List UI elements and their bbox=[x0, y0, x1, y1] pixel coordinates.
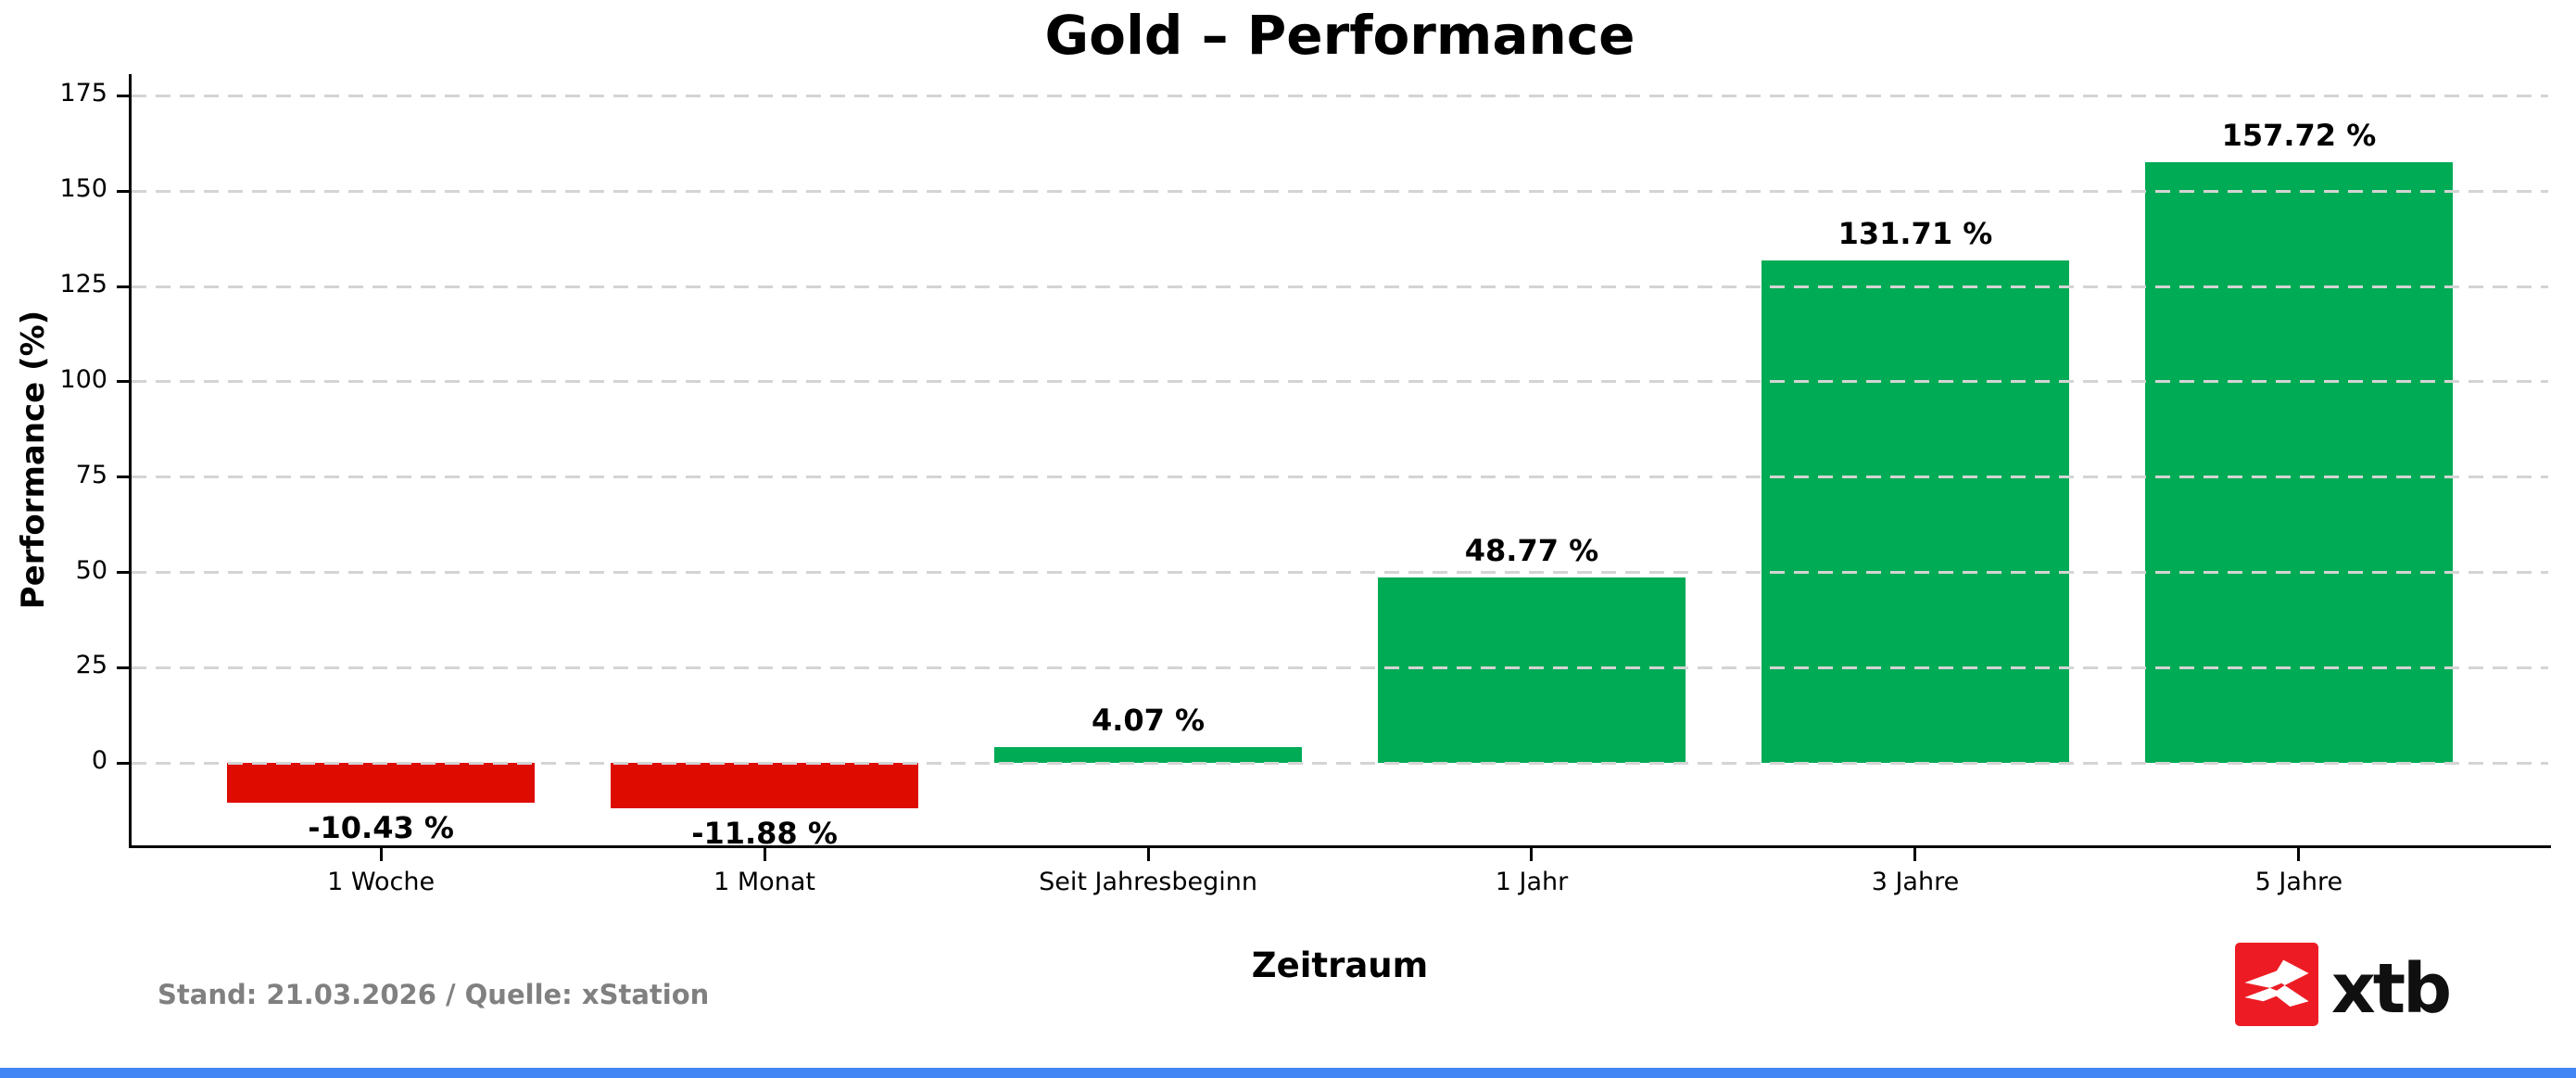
x-tick-label: 5 Jahre bbox=[2254, 868, 2343, 896]
y-tick-label: 125 bbox=[59, 270, 107, 299]
x-tick-mark bbox=[2297, 848, 2301, 861]
x-tick-mark bbox=[1530, 848, 1534, 861]
gridline-y-100 bbox=[132, 380, 2548, 384]
gridline-y-175 bbox=[132, 94, 2548, 97]
gridline-y-25 bbox=[132, 666, 2548, 669]
xtb-logo-text: xtb bbox=[2331, 949, 2452, 1029]
x-axis-title: Zeitraum bbox=[1251, 945, 1429, 985]
y-tick-mark bbox=[117, 761, 129, 765]
y-tick-label: 175 bbox=[59, 79, 107, 108]
bottom-accent-bar bbox=[0, 1068, 2576, 1078]
bar-value-label: 48.77 % bbox=[1464, 532, 1599, 568]
x-tick-mark bbox=[1913, 848, 1917, 861]
x-tick-label: 1 Woche bbox=[327, 868, 436, 896]
x-tick-label: 1 Monat bbox=[713, 868, 815, 896]
gridline-y-150 bbox=[132, 189, 2548, 193]
y-tick-label: 50 bbox=[75, 555, 107, 585]
gridline-y-75 bbox=[132, 476, 2548, 479]
y-tick-mark bbox=[117, 189, 129, 193]
bar-value-label: -11.88 % bbox=[691, 816, 838, 852]
gridline-y-0 bbox=[132, 761, 2548, 765]
xtb-logo: xtb bbox=[2235, 943, 2513, 1029]
y-tick-mark bbox=[117, 285, 129, 288]
x-tick-label: Seit Jahresbeginn bbox=[1039, 868, 1257, 896]
x-axis-spine bbox=[129, 845, 2551, 848]
gridline-y-50 bbox=[132, 571, 2548, 575]
bar-seit-jahresbeginn bbox=[994, 747, 1302, 764]
y-tick-mark bbox=[117, 666, 129, 669]
x-tick-label: 3 Jahre bbox=[1871, 868, 1960, 896]
plot-area: 0 25 50 75 100 125 150 175 -10.43 % 1 Woche -11.88… bbox=[59, 74, 2551, 896]
y-tick-label: 100 bbox=[59, 364, 107, 394]
y-tick-mark bbox=[117, 476, 129, 479]
chart-title: Gold – Performance bbox=[1044, 4, 1635, 67]
y-tick-mark bbox=[117, 94, 129, 97]
bar-1-woche bbox=[227, 763, 535, 804]
y-tick-label: 150 bbox=[59, 174, 107, 204]
gridline-y-125 bbox=[132, 285, 2548, 288]
y-tick-mark bbox=[117, 571, 129, 575]
bar-value-label: 131.71 % bbox=[1837, 216, 1993, 252]
bar-5-jahre bbox=[2145, 161, 2453, 764]
xtb-logo-icon bbox=[2235, 943, 2318, 1026]
y-tick-label: 25 bbox=[75, 651, 107, 680]
bar-1-jahr bbox=[1378, 577, 1686, 764]
bar-1-monat bbox=[611, 763, 918, 808]
bar-value-label: 4.07 % bbox=[1091, 703, 1206, 739]
x-tick-mark bbox=[1146, 848, 1150, 861]
bar-3-jahre bbox=[1762, 260, 2069, 764]
y-tick-label: 0 bbox=[91, 746, 107, 776]
y-axis-spine bbox=[129, 74, 132, 848]
source-note: Stand: 21.03.2026 / Quelle: xStation bbox=[158, 979, 710, 1010]
y-tick-mark bbox=[117, 380, 129, 384]
x-tick-label: 1 Jahr bbox=[1495, 868, 1569, 896]
x-tick-mark bbox=[379, 848, 383, 861]
y-tick-label: 75 bbox=[75, 460, 107, 489]
x-tick-mark bbox=[763, 848, 766, 861]
bar-value-label: 157.72 % bbox=[2221, 117, 2377, 153]
bar-value-label: -10.43 % bbox=[308, 810, 454, 846]
